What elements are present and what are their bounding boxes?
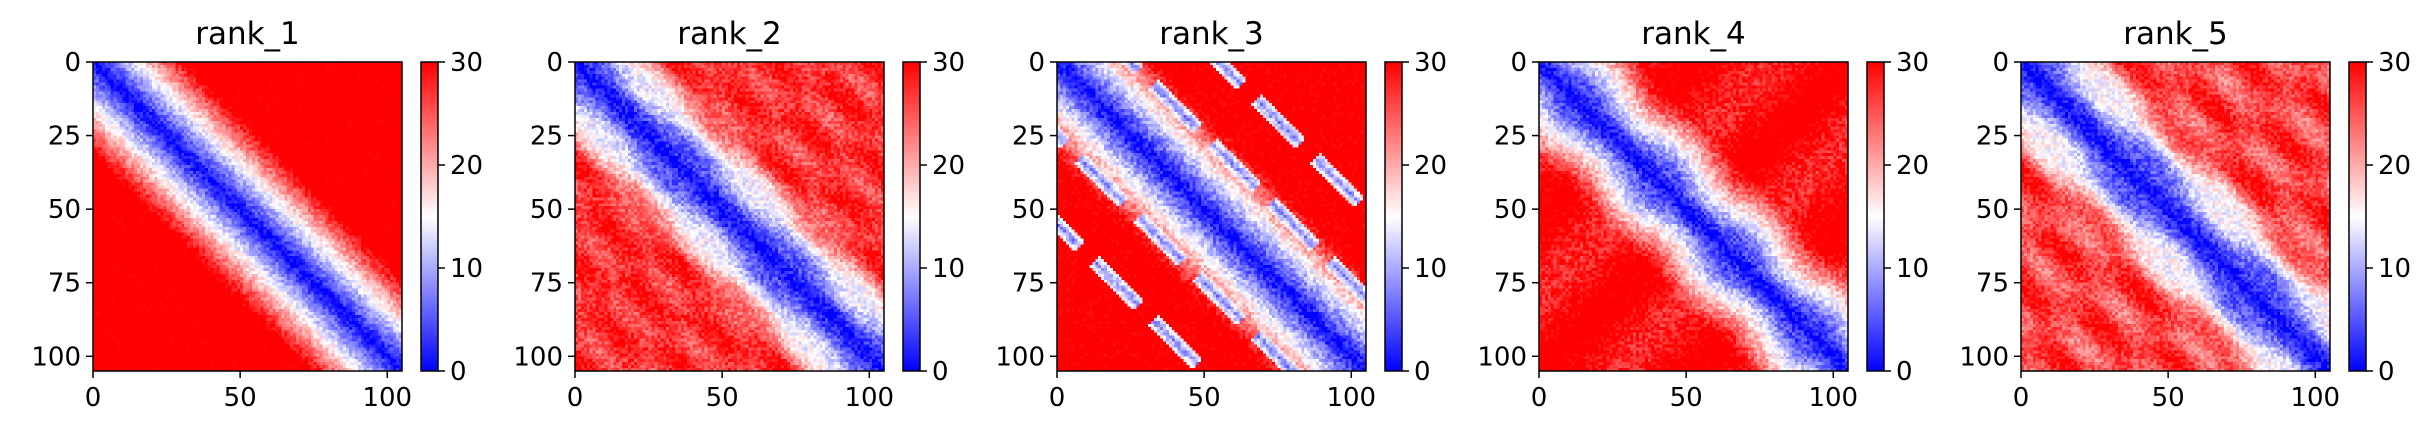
x-tick-label: 50 [1670, 383, 1703, 413]
heatmap-frame [1538, 61, 1849, 372]
colorbar-tick-label: 30 [1896, 48, 1929, 78]
x-tick-label: 0 [1049, 383, 1066, 413]
x-tick-label: 100 [1326, 383, 1376, 413]
x-tick-label: 0 [2013, 383, 2030, 413]
colorbar-tick-label: 0 [2378, 357, 2395, 387]
colorbar-tick-label: 30 [1414, 48, 1447, 78]
colorbar-tick-label: 20 [2378, 151, 2411, 181]
y-tick-label: 100 [31, 342, 81, 372]
heatmap-image [575, 62, 884, 371]
x-tick-label: 50 [706, 383, 739, 413]
panel-title: rank_1 [195, 16, 300, 52]
y-tick-label: 100 [513, 342, 563, 372]
y-tick-label: 75 [48, 269, 81, 299]
y-tick-label: 75 [530, 269, 563, 299]
x-tick-label: 50 [1188, 383, 1221, 413]
colorbar-tick-label: 30 [932, 48, 965, 78]
y-tick-label: 50 [1012, 195, 1045, 225]
colorbar-tick-label: 20 [1414, 151, 1447, 181]
y-tick-label: 0 [64, 48, 81, 78]
x-tick-label: 0 [567, 383, 584, 413]
heatmap-image [2021, 62, 2330, 371]
y-tick-label: 75 [1976, 269, 2009, 299]
x-tick-label: 100 [844, 383, 894, 413]
y-tick-label: 50 [530, 195, 563, 225]
colorbar-frame [902, 61, 921, 372]
x-tick-label: 50 [224, 383, 257, 413]
y-tick-label: 25 [1976, 122, 2009, 152]
y-tick-label: 50 [1494, 195, 1527, 225]
heatmap-image [1539, 62, 1848, 371]
colorbar-frame [1384, 61, 1403, 372]
colorbar-tick-label: 0 [450, 357, 467, 387]
colorbar-tick-label: 0 [1896, 357, 1913, 387]
panel-title: rank_2 [677, 16, 782, 52]
y-tick-label: 0 [546, 48, 563, 78]
colorbar [2349, 62, 2366, 371]
colorbar-tick-label: 30 [2378, 48, 2411, 78]
x-tick-label: 100 [362, 383, 412, 413]
y-tick-label: 100 [1959, 342, 2009, 372]
colorbar-tick-label: 0 [1414, 357, 1431, 387]
y-tick-label: 0 [1510, 48, 1527, 78]
colorbar-tick-label: 10 [450, 254, 483, 284]
colorbar [903, 62, 920, 371]
panel-title: rank_5 [2123, 16, 2228, 52]
x-tick-label: 50 [2152, 383, 2185, 413]
y-tick-label: 0 [1992, 48, 2009, 78]
x-tick-label: 100 [1808, 383, 1858, 413]
colorbar-tick-label: 10 [932, 254, 965, 284]
colorbar-tick-label: 30 [450, 48, 483, 78]
colorbar [1867, 62, 1884, 371]
colorbar-tick-label: 10 [1896, 254, 1929, 284]
heatmap-frame [1056, 61, 1367, 372]
colorbar [421, 62, 438, 371]
heatmap-image [93, 62, 402, 371]
y-tick-label: 75 [1494, 269, 1527, 299]
colorbar-frame [420, 61, 439, 372]
y-tick-label: 50 [48, 195, 81, 225]
y-tick-label: 75 [1012, 269, 1045, 299]
colorbar-tick-label: 20 [1896, 151, 1929, 181]
heatmap-frame [92, 61, 403, 372]
colorbar-tick-label: 0 [932, 357, 949, 387]
panel-title: rank_4 [1641, 16, 1746, 52]
y-tick-label: 25 [530, 122, 563, 152]
y-tick-label: 25 [1494, 122, 1527, 152]
heatmap-image [1057, 62, 1366, 371]
colorbar [1385, 62, 1402, 371]
x-tick-label: 100 [2290, 383, 2340, 413]
y-tick-label: 0 [1028, 48, 1045, 78]
y-tick-label: 25 [1012, 122, 1045, 152]
colorbar-frame [1866, 61, 1885, 372]
colorbar-tick-label: 20 [450, 151, 483, 181]
heatmap-frame [2020, 61, 2331, 372]
colorbar-tick-label: 20 [932, 151, 965, 181]
y-tick-label: 100 [1477, 342, 1527, 372]
x-tick-label: 0 [85, 383, 102, 413]
colorbar-frame [2348, 61, 2367, 372]
colorbar-tick-label: 10 [2378, 254, 2411, 284]
x-tick-label: 0 [1531, 383, 1548, 413]
y-tick-label: 100 [995, 342, 1045, 372]
y-tick-label: 50 [1976, 195, 2009, 225]
y-tick-label: 25 [48, 122, 81, 152]
panel-title: rank_3 [1159, 16, 1264, 52]
colorbar-tick-label: 10 [1414, 254, 1447, 284]
heatmap-frame [574, 61, 885, 372]
